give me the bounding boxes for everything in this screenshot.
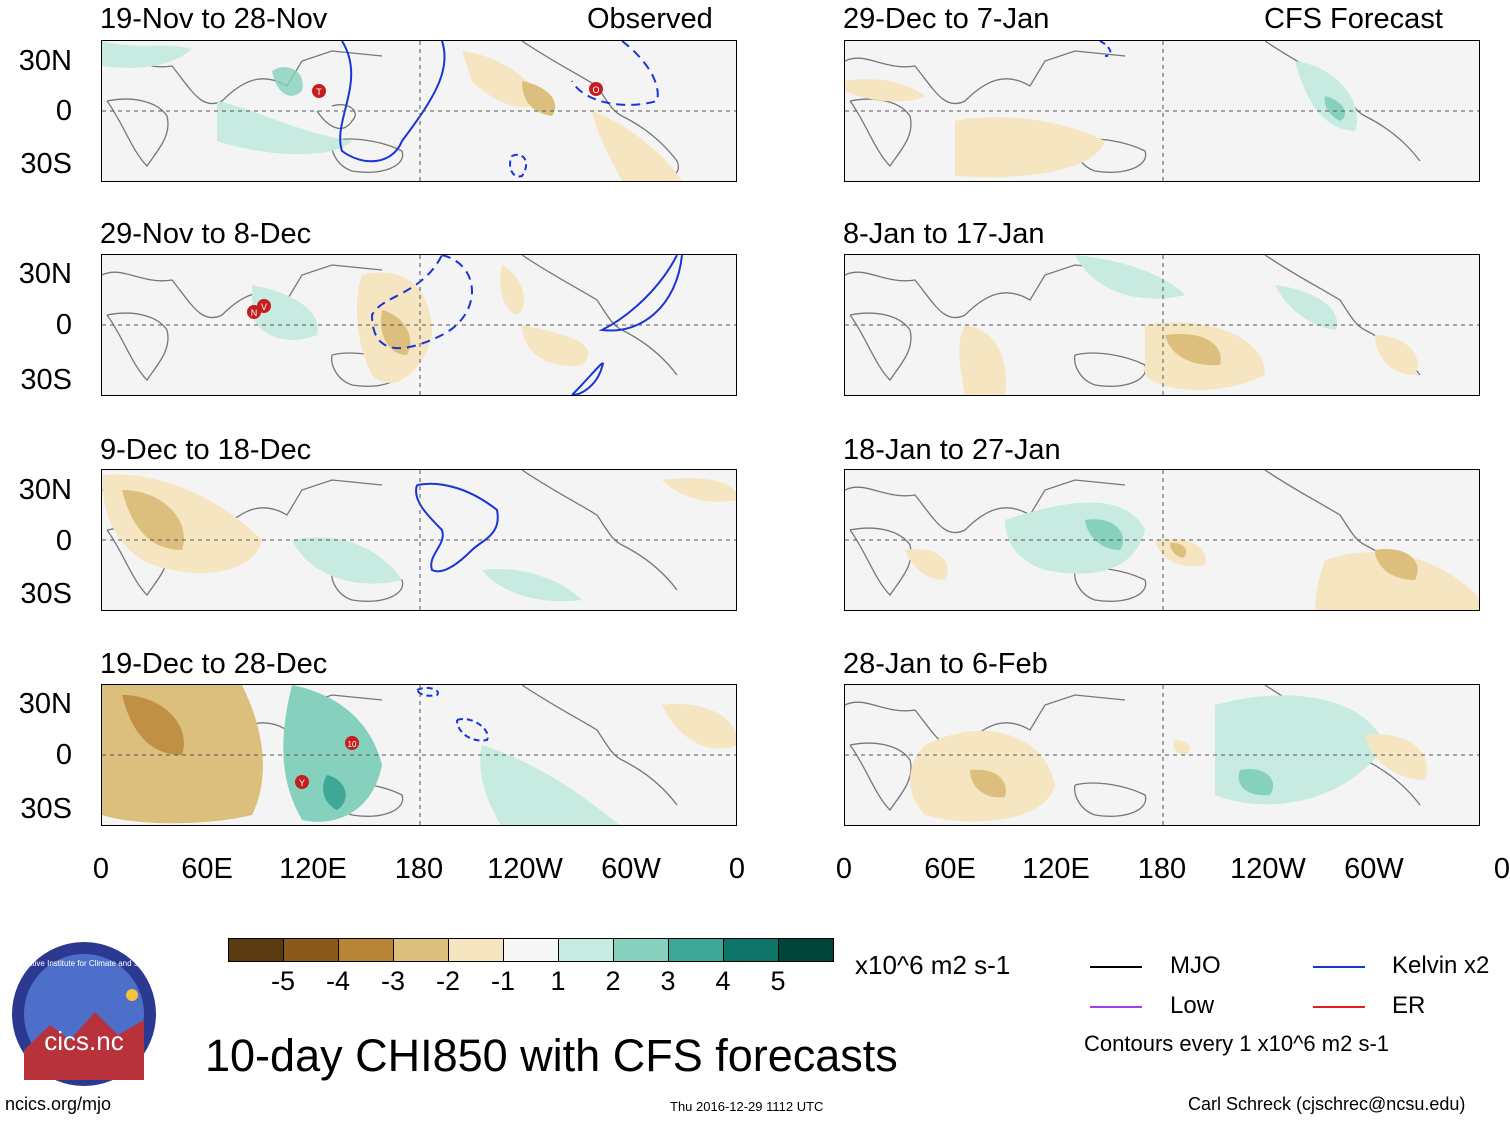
panel-title-observed-1: 19-Nov to 28-Nov xyxy=(100,3,328,35)
colorbar-tick: -3 xyxy=(380,966,405,996)
lon-label: 120W xyxy=(487,853,563,885)
colorbar-tick: 5 xyxy=(770,966,786,996)
lat-label-30s: 30S xyxy=(20,793,72,825)
lon-label: 60E xyxy=(181,853,233,885)
storm-marker: Y xyxy=(295,775,309,789)
footer-author: Carl Schreck (cjschrec@ncsu.edu) xyxy=(1188,1094,1466,1114)
lat-label-30n: 30N xyxy=(18,45,72,77)
colorbar-swatch xyxy=(559,939,614,961)
footer-website: ncics.org/mjo xyxy=(5,1094,112,1114)
legend-kelvin-label: Kelvin x2 xyxy=(1392,952,1490,979)
colorbar-tick: -2 xyxy=(435,966,460,996)
cics-logo: cics.nc Cooperative Institute for Climat… xyxy=(2,940,166,1088)
lat-label-30n: 30N xyxy=(18,688,72,720)
map-observed-4: 10 Y xyxy=(101,684,737,826)
lon-label: 0 xyxy=(728,853,746,885)
colorbar xyxy=(228,938,834,962)
observed-label: Observed xyxy=(587,3,713,35)
colorbar-swatch xyxy=(779,939,833,961)
storm-marker-label: N xyxy=(251,308,258,318)
legend-er-line xyxy=(1313,1006,1365,1008)
footer-timestamp: Thu 2016-12-29 1112 UTC xyxy=(670,1099,824,1114)
lon-label: 0 xyxy=(1493,853,1510,885)
lon-label: 0 xyxy=(92,853,110,885)
contour-note: Contours every 1 x10^6 m2 s-1 xyxy=(1084,1031,1390,1056)
lat-label-30s: 30S xyxy=(20,364,72,396)
map-forecast-1 xyxy=(844,40,1480,182)
panel-title-observed-2: 29-Nov to 8-Dec xyxy=(100,218,312,250)
legend-kelvin-line xyxy=(1313,966,1365,968)
map-forecast-2 xyxy=(844,254,1480,396)
legend-low-label: Low xyxy=(1170,992,1215,1019)
lon-label: 0 xyxy=(835,853,853,885)
legend-er-label: ER xyxy=(1392,992,1426,1019)
lat-label-eq: 0 xyxy=(55,739,72,771)
storm-marker-label: 10 xyxy=(348,740,357,749)
colorbar-swatch xyxy=(339,939,394,961)
panel-title-forecast-4: 28-Jan to 6-Feb xyxy=(843,648,1048,680)
colorbar-swatch xyxy=(614,939,669,961)
lon-label: 180 xyxy=(1137,853,1187,885)
colorbar-swatch xyxy=(724,939,779,961)
forecast-label: CFS Forecast xyxy=(1264,3,1443,35)
storm-marker-label: T xyxy=(316,87,322,97)
map-observed-3 xyxy=(101,469,737,611)
map-observed-1: T O xyxy=(101,40,737,182)
lon-label: 60E xyxy=(924,853,976,885)
colorbar-swatch xyxy=(394,939,449,961)
storm-marker: V xyxy=(257,299,271,313)
storm-marker: T xyxy=(312,84,326,98)
logo-text: cics.nc xyxy=(44,1026,123,1056)
panel-title-observed-4: 19-Dec to 28-Dec xyxy=(100,648,328,680)
lat-label-30n: 30N xyxy=(18,258,72,290)
lat-label-eq: 0 xyxy=(55,95,72,127)
colorbar-swatch xyxy=(504,939,559,961)
colorbar-swatch xyxy=(449,939,504,961)
panel-title-observed-3: 9-Dec to 18-Dec xyxy=(100,434,312,466)
storm-marker-label: O xyxy=(592,85,599,95)
colorbar-swatch xyxy=(229,939,284,961)
panel-title-forecast-1: 29-Dec to 7-Jan xyxy=(843,3,1050,35)
map-forecast-4 xyxy=(844,684,1480,826)
colorbar-units: x10^6 m2 s-1 xyxy=(855,950,1011,980)
colorbar-tick: 2 xyxy=(605,966,621,996)
colorbar-tick: 1 xyxy=(550,966,566,996)
logo-ring-text: Cooperative Institute for Climate and Sa… xyxy=(10,959,158,968)
lon-label: 60W xyxy=(1344,853,1404,885)
panel-title-forecast-2: 8-Jan to 17-Jan xyxy=(843,218,1045,250)
lat-label-30s: 30S xyxy=(20,578,72,610)
main-title: 10-day CHI850 with CFS forecasts xyxy=(205,1030,898,1081)
colorbar-tick: -5 xyxy=(270,966,295,996)
lat-label-30s: 30S xyxy=(20,148,72,180)
lon-label: 60W xyxy=(601,853,661,885)
colorbar-tick: 3 xyxy=(660,966,676,996)
lon-label: 120E xyxy=(1022,853,1090,885)
lat-label-eq: 0 xyxy=(55,309,72,341)
lon-label: 120E xyxy=(279,853,347,885)
map-observed-2: N V xyxy=(101,254,737,396)
storm-marker: 10 xyxy=(345,736,359,750)
legend-mjo-line xyxy=(1090,966,1142,968)
colorbar-tick: -4 xyxy=(325,966,350,996)
lat-label-eq: 0 xyxy=(55,525,72,557)
colorbar-tick: -1 xyxy=(490,966,515,996)
storm-marker: O xyxy=(589,82,603,96)
lon-label: 180 xyxy=(394,853,444,885)
colorbar-swatch xyxy=(284,939,339,961)
colorbar-tick: 4 xyxy=(715,966,731,996)
map-forecast-3 xyxy=(844,469,1480,611)
lon-label: 120W xyxy=(1230,853,1306,885)
legend-low-line xyxy=(1090,1006,1142,1008)
storm-marker-label: V xyxy=(261,302,267,312)
legend-mjo-label: MJO xyxy=(1170,952,1221,979)
storm-marker-label: Y xyxy=(299,778,305,788)
colorbar-swatch xyxy=(669,939,724,961)
panel-title-forecast-3: 18-Jan to 27-Jan xyxy=(843,434,1061,466)
lat-label-30n: 30N xyxy=(18,474,72,506)
